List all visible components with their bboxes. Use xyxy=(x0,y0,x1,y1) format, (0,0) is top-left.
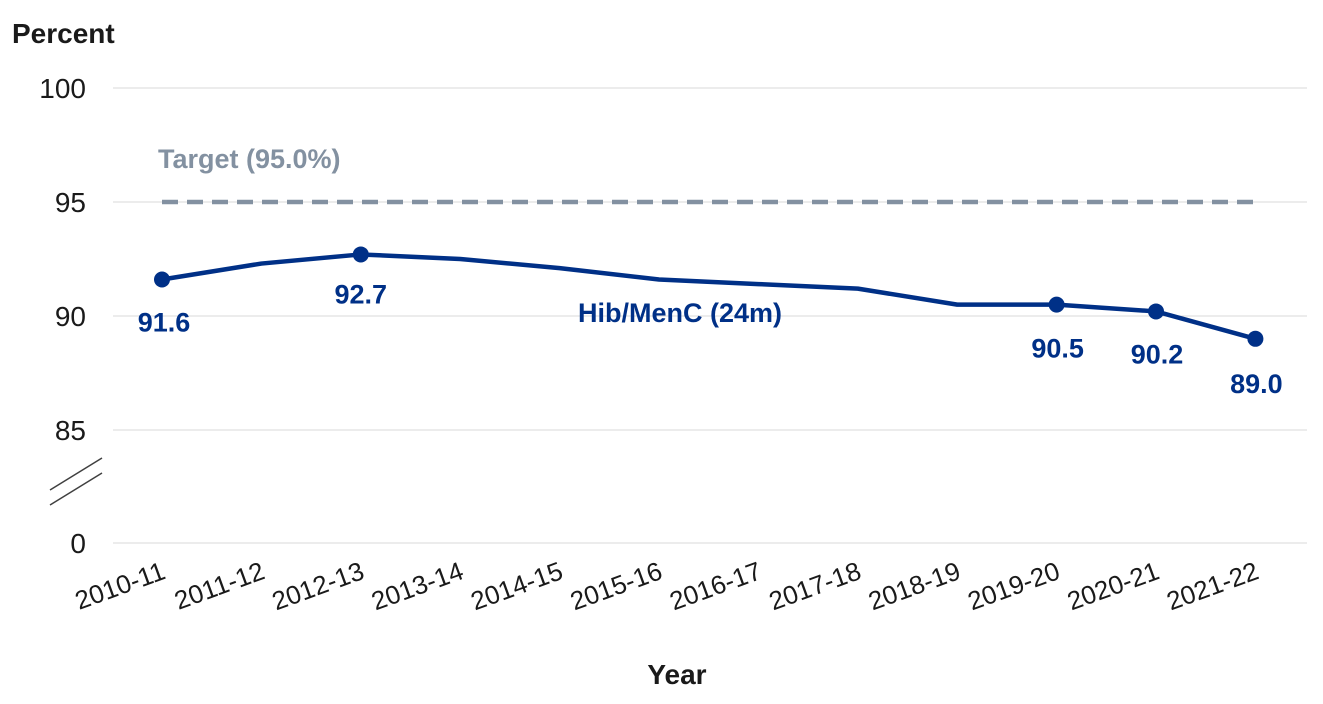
y-axis-title: Percent xyxy=(12,18,115,49)
x-tick-label: 2010-11 xyxy=(71,555,169,615)
data-label-2010-11: 91.6 xyxy=(138,308,191,338)
x-tick-label: 2018-19 xyxy=(864,555,964,616)
data-point-2012-13 xyxy=(352,246,369,263)
x-tick-label: 2014-15 xyxy=(467,555,567,616)
x-axis-title: Year xyxy=(647,659,706,690)
x-tick-label: 2013-14 xyxy=(367,555,467,616)
y-tick-label: 100 xyxy=(39,73,86,104)
y-axis-ticks: 100 95 90 85 0 xyxy=(39,73,86,559)
x-axis-ticks: 2010-11 2011-12 2012-13 2013-14 2014-15 2015-… xyxy=(71,555,1263,616)
axis-break-line xyxy=(49,457,103,491)
y-tick-label: 95 xyxy=(55,187,86,218)
y-tick-label: 90 xyxy=(55,301,86,332)
x-tick-label: 2016-17 xyxy=(666,555,766,616)
x-tick-label: 2020-21 xyxy=(1063,555,1163,616)
y-tick-label: 85 xyxy=(55,415,86,446)
data-point-2019-20 xyxy=(1048,296,1065,313)
target-label: Target (95.0%) xyxy=(158,144,341,174)
x-tick-label: 2011-12 xyxy=(170,555,268,615)
data-point-2020-21 xyxy=(1148,303,1164,320)
y-tick-label: 0 xyxy=(70,528,86,559)
series-line xyxy=(159,252,1258,342)
x-tick-label: 2015-16 xyxy=(566,555,666,616)
data-point-2010-11 xyxy=(154,271,170,288)
axis-break-line xyxy=(49,472,103,506)
series-name-label: Hib/MenC (24m) xyxy=(578,298,782,328)
series-group: Hib/MenC (24m) 91.6 92.7 90.5 90.2 89.0 xyxy=(138,246,1283,399)
x-tick-label: 2017-18 xyxy=(765,555,865,616)
data-label-2012-13: 92.7 xyxy=(335,279,388,309)
data-label-2021-22: 89.0 xyxy=(1230,369,1283,399)
x-tick-label: 2012-13 xyxy=(268,555,368,616)
data-label-2020-21: 90.2 xyxy=(1131,339,1184,369)
x-tick-label: 2019-20 xyxy=(964,555,1064,616)
target-group: Target (95.0%) xyxy=(158,144,1256,205)
axis-break-marker xyxy=(49,457,103,506)
data-point-2021-22 xyxy=(1247,330,1264,347)
data-label-2019-20: 90.5 xyxy=(1031,334,1084,364)
x-tick-label: 2021-22 xyxy=(1163,555,1263,616)
